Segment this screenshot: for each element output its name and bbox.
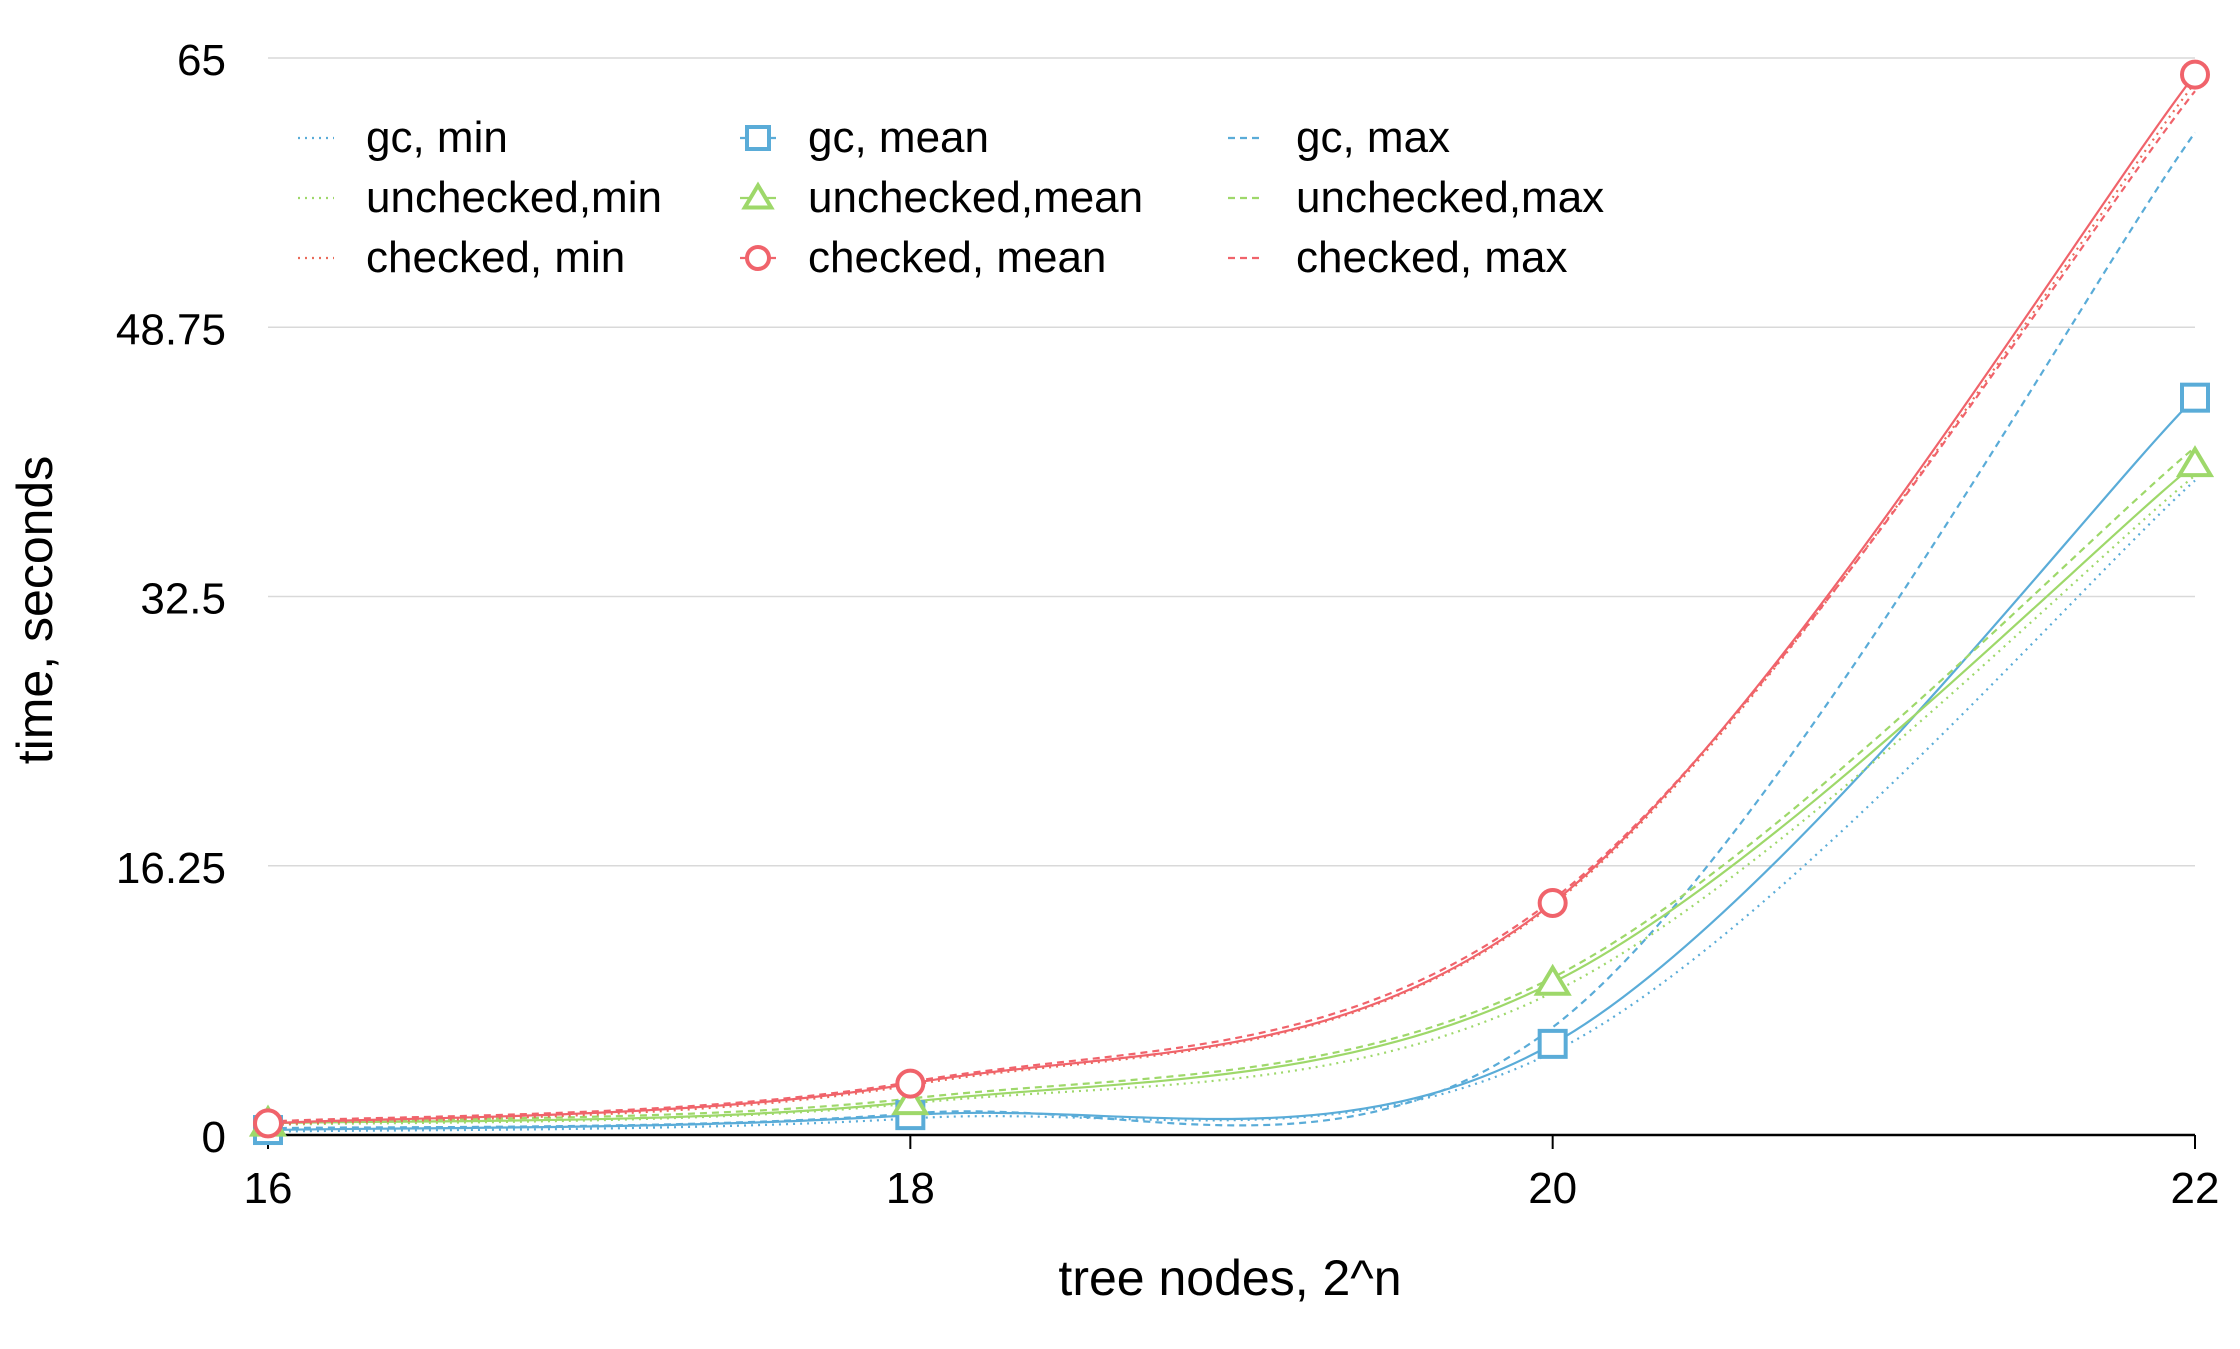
x-tick-label: 18 — [886, 1164, 935, 1213]
legend-item-gc-mean: gc, mean — [740, 113, 989, 162]
legend-marker — [745, 125, 771, 151]
legend-item-unchecked-max: unchecked,max — [1228, 173, 1604, 222]
data-point-unchecked-mean — [1533, 963, 1572, 996]
legend-label: checked, mean — [808, 233, 1106, 282]
legend-label: unchecked,min — [366, 173, 662, 222]
series-layer — [267, 73, 2196, 1133]
series-line-unchecked-max — [267, 446, 2196, 1123]
y-tick-label: 16.25 — [116, 844, 226, 893]
legend-marker — [745, 245, 771, 271]
grid-layer — [268, 57, 2195, 867]
legend-item-checked-min: checked, min — [298, 233, 625, 282]
legend-label: gc, max — [1296, 113, 1450, 162]
series-line-checked-max — [267, 90, 2196, 1123]
legend-item-checked-max: checked, max — [1228, 233, 1567, 282]
y-axis-label: time, seconds — [7, 456, 63, 764]
legend-item-gc-max: gc, max — [1228, 113, 1450, 162]
series-line-checked-mean — [267, 73, 2196, 1125]
data-point-checked-mean — [1537, 888, 1568, 919]
data-point-gc-mean — [1537, 1028, 1568, 1059]
legend-label: unchecked,mean — [808, 173, 1143, 222]
data-point-unchecked-mean — [891, 1083, 930, 1116]
legend-item-checked-mean: checked, mean — [740, 233, 1106, 282]
series-line-unchecked-min — [267, 474, 2196, 1127]
x-axis-label: tree nodes, 2^n — [1058, 1250, 1401, 1306]
legend-label: checked, min — [366, 233, 625, 282]
legend: gc, min gc, mean gc, max unchecked,min unche… — [298, 113, 1604, 282]
series-line-gc-min — [267, 479, 2196, 1133]
legend-label: checked, max — [1296, 233, 1567, 282]
data-point-checked-mean — [895, 1068, 926, 1099]
data-point-checked-mean — [253, 1108, 283, 1139]
data-point-unchecked-mean — [2175, 445, 2215, 478]
legend-label: gc, min — [366, 113, 508, 162]
series-line-gc-mean — [267, 396, 2196, 1132]
y-tick-label: 0 — [202, 1113, 226, 1162]
marker-layer — [248, 59, 2215, 1146]
series-line-gc-max — [267, 131, 2196, 1130]
legend-item-gc-min: gc, min — [298, 113, 508, 162]
x-tick-label: 16 — [244, 1164, 293, 1213]
legend-marker — [741, 181, 775, 210]
data-point-checked-mean — [2180, 59, 2210, 90]
y-tick-label: 32.5 — [140, 575, 226, 624]
legend-label: unchecked,max — [1296, 173, 1604, 222]
legend-label: gc, mean — [808, 113, 989, 162]
x-tick-label: 22 — [2171, 1164, 2220, 1213]
y-tick-label: 65 — [177, 36, 226, 85]
axis-layer: 0 16.25 32.5 48.75 65 16 18 20 22 — [116, 36, 2220, 1213]
data-point-gc-mean — [2180, 382, 2210, 413]
legend-item-unchecked-mean: unchecked,mean — [740, 173, 1143, 222]
series-line-unchecked-mean — [267, 463, 2196, 1125]
legend-item-unchecked-min: unchecked,min — [298, 173, 662, 222]
x-tick-label: 20 — [1528, 1164, 1577, 1213]
y-tick-label: 48.75 — [116, 305, 226, 354]
